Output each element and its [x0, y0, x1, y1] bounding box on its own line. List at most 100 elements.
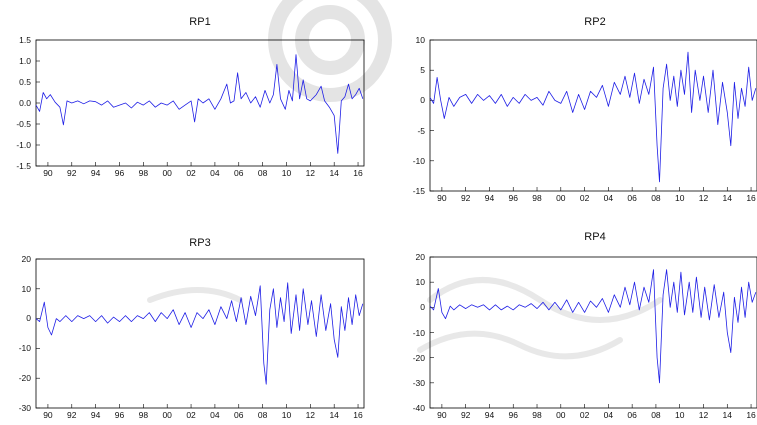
- x-tick-label: 02: [580, 410, 590, 420]
- chart-title-rp1: RP1: [189, 16, 210, 28]
- y-tick-label: -1.5: [16, 161, 31, 171]
- x-tick-label: 92: [67, 410, 77, 420]
- x-tick-label: 02: [186, 410, 196, 420]
- x-tick-label: 06: [234, 410, 244, 420]
- y-tick-label: 20: [22, 254, 32, 264]
- series-layer-rp3: [35, 282, 364, 385]
- x-tick-label: 08: [651, 193, 661, 203]
- x-tick-label: 00: [162, 168, 172, 178]
- x-tick-label: 96: [509, 410, 519, 420]
- x-tick-label: 00: [556, 193, 566, 203]
- x-tick-label: 02: [580, 193, 590, 203]
- y-tick-label: 10: [416, 35, 426, 45]
- chart-title-rp4: RP4: [584, 231, 605, 243]
- x-tick-label: 10: [282, 168, 292, 178]
- y-tick-label: -10: [19, 343, 32, 353]
- y-tick-label: 0: [420, 302, 425, 312]
- y-tick-label: -40: [413, 403, 426, 413]
- y-tick-label: 10: [416, 277, 426, 287]
- x-axis-rp1: 90 92 94 96 98 00 02 04 06 08 10 12 14 16: [43, 162, 363, 178]
- y-tick-label: 0: [420, 95, 425, 105]
- x-tick-label: 92: [461, 193, 471, 203]
- x-tick-label: 16: [746, 193, 756, 203]
- y-axis-rp4: 20 10 0 -10 -20 -30 -40: [413, 252, 434, 413]
- series-layer-rp2: [429, 51, 757, 183]
- series-layer-rp4: [429, 269, 757, 384]
- x-tick-label: 98: [139, 410, 149, 420]
- x-tick-label: 98: [532, 410, 542, 420]
- chart-title-rp3: RP3: [189, 237, 210, 249]
- x-tick-label: 10: [675, 410, 685, 420]
- x-tick-label: 08: [258, 410, 268, 420]
- x-tick-label: 16: [353, 410, 363, 420]
- x-tick-label: 94: [91, 168, 101, 178]
- x-tick-label: 96: [115, 410, 125, 420]
- x-tick-label: 14: [329, 168, 339, 178]
- x-axis-rp2: 90 92 94 96 98 00 02 04 06 08 10 12 14 16: [437, 187, 756, 203]
- y-tick-label: 10: [22, 284, 32, 294]
- x-tick-label: 96: [115, 168, 125, 178]
- x-tick-label: 12: [306, 168, 316, 178]
- y-tick-label: -30: [413, 378, 426, 388]
- y-tick-label: -10: [413, 156, 426, 166]
- x-tick-label: 02: [186, 168, 196, 178]
- chart-panel-rp1: RP1 1.5 1.0 0.5 0.0 -0.5 -1.0 -1.5 90 92 9…: [16, 16, 365, 178]
- x-tick-label: 14: [723, 410, 733, 420]
- y-tick-label: 5: [420, 65, 425, 75]
- x-axis-rp4: 90 92 94 96 98 00 02 04 06 08 10 12 14 16: [437, 404, 756, 420]
- y-tick-label: 20: [416, 252, 426, 262]
- x-tick-label: 14: [329, 410, 339, 420]
- x-tick-label: 14: [723, 193, 733, 203]
- y-tick-label: 0.0: [19, 98, 31, 108]
- x-tick-label: 92: [67, 168, 77, 178]
- chart-panel-rp4: RP4 20 10 0 -10 -20 -30 -40 90 92 94 96 98 00…: [413, 231, 757, 420]
- y-axis-rp2: 10 5 0 -5 -10 -15: [413, 35, 434, 196]
- chart-panel-rp2: RP2 10 5 0 -5 -10 -15 90 92 94 96 98 00 02 04 06…: [413, 16, 757, 203]
- chart-title-rp2: RP2: [584, 16, 605, 28]
- y-tick-label: -10: [413, 328, 426, 338]
- y-axis-rp3: 20 10 0 -10 -20 -30: [19, 254, 40, 413]
- watermark-seal: [147, 0, 663, 360]
- plot-area-rp2: [429, 39, 757, 192]
- x-tick-label: 08: [651, 410, 661, 420]
- x-tick-label: 94: [91, 410, 101, 420]
- x-tick-label: 00: [162, 410, 172, 420]
- y-tick-label: 0.5: [19, 77, 31, 87]
- x-tick-label: 90: [437, 193, 447, 203]
- y-tick-label: 1.5: [19, 35, 31, 45]
- x-tick-label: 04: [210, 410, 220, 420]
- x-tick-label: 10: [675, 193, 685, 203]
- x-tick-label: 90: [43, 410, 53, 420]
- x-tick-label: 16: [353, 168, 363, 178]
- series-line-rp2: [429, 51, 757, 183]
- x-tick-label: 04: [604, 193, 614, 203]
- y-tick-label: -20: [19, 373, 32, 383]
- y-tick-label: -15: [413, 186, 426, 196]
- x-tick-label: 06: [234, 168, 244, 178]
- series-line-rp1: [35, 54, 364, 154]
- x-tick-label: 90: [43, 168, 53, 178]
- x-tick-label: 98: [532, 193, 542, 203]
- x-tick-label: 96: [509, 193, 519, 203]
- x-tick-label: 06: [627, 193, 637, 203]
- chart-panel-rp3: RP3 20 10 0 -10 -20 -30 90 92 94 96 98 00 02 04…: [19, 237, 365, 420]
- x-tick-label: 10: [282, 410, 292, 420]
- x-tick-label: 94: [485, 410, 495, 420]
- y-axis-rp1: 1.5 1.0 0.5 0.0 -0.5 -1.0 -1.5: [16, 35, 40, 171]
- x-axis-rp3: 90 92 94 96 98 00 02 04 06 08 10 12 14 16: [43, 404, 363, 420]
- x-tick-label: 00: [556, 410, 566, 420]
- series-layer-rp1: [35, 54, 364, 154]
- y-tick-label: -20: [413, 353, 426, 363]
- x-tick-label: 04: [210, 168, 220, 178]
- x-tick-label: 04: [604, 410, 614, 420]
- series-line-rp3: [35, 282, 364, 385]
- x-tick-label: 12: [306, 410, 316, 420]
- x-tick-label: 92: [461, 410, 471, 420]
- y-tick-label: -1.0: [16, 140, 31, 150]
- y-tick-label: 0: [26, 313, 31, 323]
- plot-area-rp3: [35, 258, 365, 409]
- y-tick-label: -30: [19, 403, 32, 413]
- x-tick-label: 12: [699, 410, 709, 420]
- y-tick-label: 1.0: [19, 56, 31, 66]
